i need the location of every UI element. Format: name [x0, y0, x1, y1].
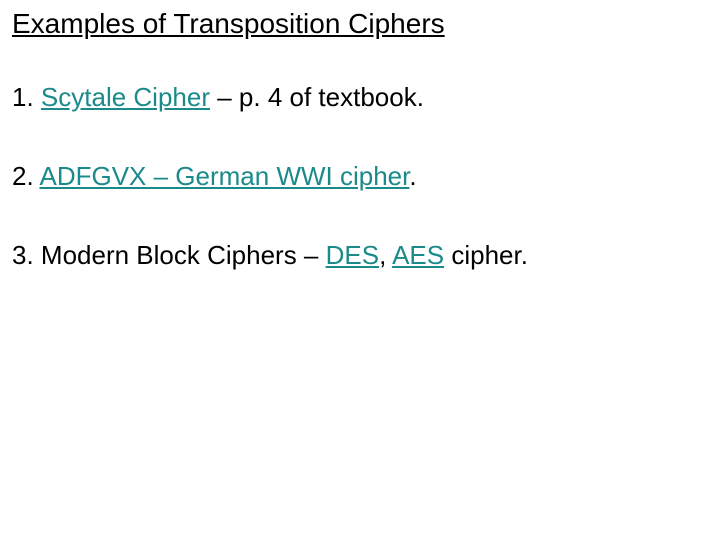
item-suffix: cipher. — [444, 240, 528, 270]
item-number: 2. — [12, 161, 39, 191]
slide: Examples of Transposition Ciphers 1. Scy… — [0, 0, 720, 540]
aes-cipher-link[interactable]: AES — [392, 240, 444, 270]
list-item: 1. Scytale Cipher – p. 4 of textbook. — [12, 80, 708, 115]
des-cipher-link[interactable]: DES — [326, 240, 379, 270]
scytale-cipher-link[interactable]: Scytale Cipher — [41, 82, 210, 112]
item-number: 3. — [12, 240, 41, 270]
item-suffix: – p. 4 of textbook. — [210, 82, 424, 112]
list-item: 3. Modern Block Ciphers – DES, AES ciphe… — [12, 238, 708, 273]
slide-heading: Examples of Transposition Ciphers — [12, 8, 708, 40]
item-suffix: . — [409, 161, 416, 191]
adfgvx-cipher-link[interactable]: ADFGVX – German WWI cipher — [39, 161, 409, 191]
item-prefix: Modern Block Ciphers – — [41, 240, 326, 270]
list-item: 2. ADFGVX – German WWI cipher. — [12, 159, 708, 194]
item-number: 1. — [12, 82, 41, 112]
item-mid: , — [379, 240, 392, 270]
